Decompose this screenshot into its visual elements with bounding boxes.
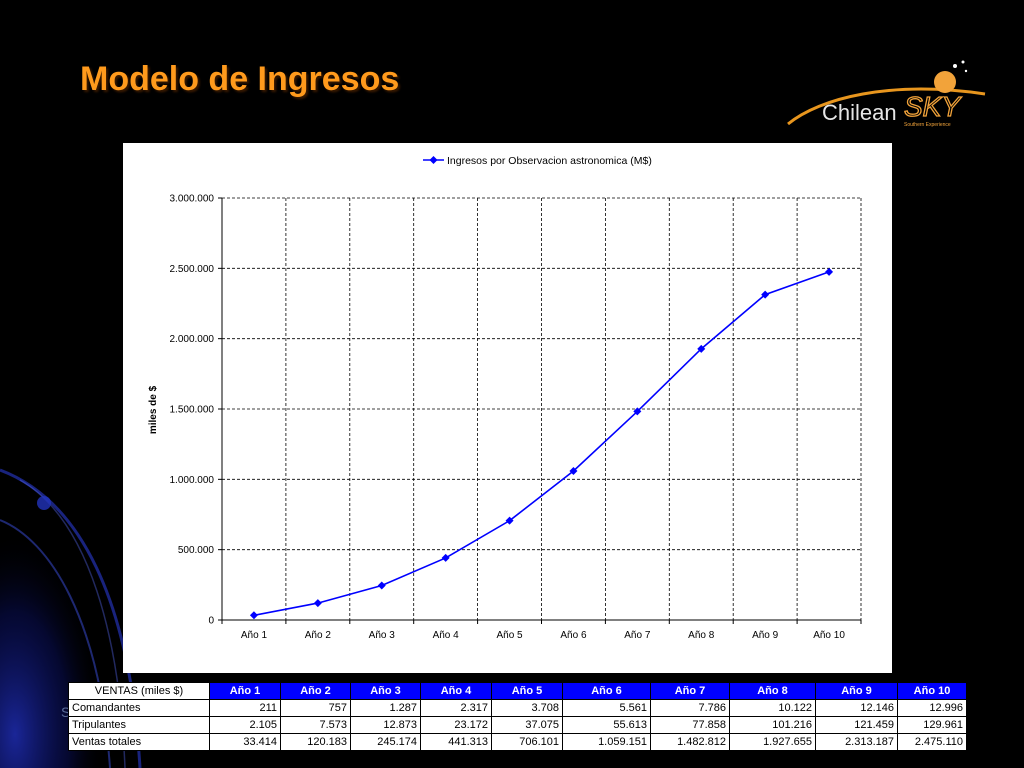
table-header-cell: Año 2: [280, 682, 351, 700]
data-point: [249, 611, 258, 620]
table-cell: 1.482.812: [650, 733, 730, 751]
revenue-line-chart: 0 500.000 1.000.000 1.500.000 2.000.000 2.500…: [148, 155, 862, 641]
x-tick-label: Año 1: [241, 630, 268, 641]
table-header-cell: Año 4: [420, 682, 492, 700]
legend-marker: [429, 156, 438, 164]
y-tick-label: 1.000.000: [170, 475, 215, 486]
row-label: Tripulantes: [68, 716, 210, 734]
table-cell: 12.146: [815, 699, 898, 717]
table-cell: 706.101: [491, 733, 563, 751]
data-point: [633, 407, 642, 416]
x-tick-label: Año 10: [813, 630, 845, 641]
logo-tagline: Southern Experience: [904, 122, 951, 128]
table-cell: 1.059.151: [562, 733, 651, 751]
table-cell: 245.174: [350, 733, 421, 751]
data-point: [505, 516, 514, 525]
data-point: [313, 599, 322, 608]
chilean-sky-logo: Chilean SKY Southern Experience: [787, 60, 986, 128]
table-cell: 2.313.187: [815, 733, 898, 751]
x-tick-label: Año 9: [752, 630, 779, 641]
logo-brand-left: Chilean: [822, 100, 897, 125]
table-header-cell: Año 5: [491, 682, 563, 700]
chart-area: 0 500.000 1.000.000 1.500.000 2.000.000 2.500…: [123, 143, 892, 673]
table-cell: 33.414: [209, 733, 281, 751]
table-cell: 7.786: [650, 699, 730, 717]
data-point: [377, 581, 386, 590]
sales-table: VENTAS (miles $) Año 1 Año 2 Año 3 Año 4…: [68, 682, 967, 751]
data-point: [569, 467, 578, 476]
y-tick-label: 2.500.000: [170, 264, 215, 275]
x-tick-label: Año 2: [305, 630, 332, 641]
table-cell: 3.708: [491, 699, 563, 717]
table-cell: 757: [280, 699, 351, 717]
table-header-cell: Año 1: [209, 682, 281, 700]
y-tick-label: 3.000.000: [170, 194, 215, 205]
x-tick-label: Año 4: [433, 630, 460, 641]
legend-label: Ingresos por Observacion astronomica (M$…: [447, 155, 652, 167]
data-point: [697, 344, 706, 353]
x-tick-labels: Año 1 Año 2 Año 3 Año 4 Año 5 Año 6 Año 7 Año 8…: [241, 630, 845, 641]
table-cell: 37.075: [491, 716, 563, 734]
table-cell: 1.927.655: [729, 733, 816, 751]
x-tick-label: Año 7: [624, 630, 651, 641]
table-cell: 2.317: [420, 699, 492, 717]
table-cell: 23.172: [420, 716, 492, 734]
y-tick-label: 0: [208, 616, 214, 627]
x-tick-label: Año 3: [369, 630, 396, 641]
table-cell: 2.475.110: [897, 733, 967, 751]
stray-text: S: [61, 704, 71, 720]
axes: [218, 197, 862, 624]
data-point: [441, 553, 450, 562]
x-tick-label: Año 5: [496, 630, 523, 641]
table-header-cell: Año 10: [897, 682, 967, 700]
table-cell: 211: [209, 699, 281, 717]
table-cell: 441.313: [420, 733, 492, 751]
table-cell: 2.105: [209, 716, 281, 734]
series-layer: [249, 267, 834, 620]
table-row: Ventas totales 33.414 120.183 245.174 44…: [68, 733, 967, 751]
table-cell: 10.122: [729, 699, 816, 717]
table-header-row: VENTAS (miles $) Año 1 Año 2 Año 3 Año 4…: [68, 682, 967, 700]
x-tick-label: Año 6: [560, 630, 587, 641]
x-tick-label: Año 8: [688, 630, 715, 641]
table-cell: 5.561: [562, 699, 651, 717]
table-row: Comandantes 211 757 1.287 2.317 3.708 5.…: [68, 699, 967, 717]
slide-title: Modelo de Ingresos: [80, 60, 400, 98]
table-cell: 12.996: [897, 699, 967, 717]
table-cell: 121.459: [815, 716, 898, 734]
y-axis-label: miles de $: [148, 385, 159, 434]
table-cell: 129.961: [897, 716, 967, 734]
table-corner-header: VENTAS (miles $): [68, 682, 210, 700]
data-point: [761, 290, 770, 299]
table-cell: 7.573: [280, 716, 351, 734]
table-cell: 77.858: [650, 716, 730, 734]
grid-lines: [222, 197, 862, 620]
table-header-cell: Año 7: [650, 682, 730, 700]
logo-brand-right: SKY: [904, 91, 962, 122]
table-row: Tripulantes 2.105 7.573 12.873 23.172 37…: [68, 716, 967, 734]
table-header-cell: Año 8: [729, 682, 816, 700]
legend: Ingresos por Observacion astronomica (M$…: [423, 155, 652, 167]
table-cell: 55.613: [562, 716, 651, 734]
y-tick-label: 2.000.000: [170, 334, 215, 345]
table-cell: 120.183: [280, 733, 351, 751]
data-point: [825, 267, 834, 276]
table-header-cell: Año 9: [815, 682, 898, 700]
table-header-cell: Año 3: [350, 682, 421, 700]
table-cell: 12.873: [350, 716, 421, 734]
y-tick-label: 1.500.000: [170, 405, 215, 416]
table-cell: 101.216: [729, 716, 816, 734]
row-label: Ventas totales: [68, 733, 210, 751]
series-line: [253, 271, 830, 617]
table-cell: 1.287: [350, 699, 421, 717]
table-header-cell: Año 6: [562, 682, 651, 700]
row-label: Comandantes: [68, 699, 210, 717]
y-tick-label: 500.000: [178, 545, 215, 556]
y-tick-labels: 0 500.000 1.000.000 1.500.000 2.000.000 2.500…: [170, 194, 215, 627]
